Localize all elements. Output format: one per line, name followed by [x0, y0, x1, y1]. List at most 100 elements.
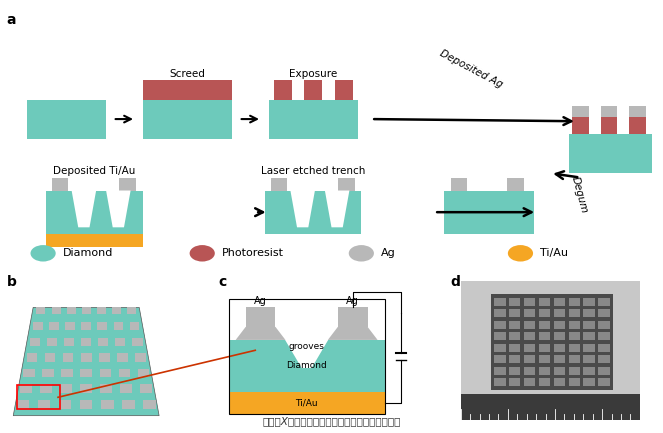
- Bar: [304, 80, 322, 100]
- Bar: [494, 367, 505, 375]
- Bar: [229, 392, 385, 414]
- Text: Screed: Screed: [169, 68, 206, 79]
- Bar: [569, 321, 580, 329]
- Bar: [135, 353, 146, 362]
- Bar: [101, 400, 113, 409]
- Bar: [554, 333, 565, 340]
- Bar: [82, 323, 91, 330]
- Bar: [569, 367, 580, 375]
- Polygon shape: [72, 191, 96, 227]
- Text: Ag: Ag: [254, 296, 267, 306]
- Bar: [97, 323, 107, 330]
- Bar: [33, 323, 42, 330]
- Bar: [143, 80, 232, 100]
- Bar: [509, 344, 520, 352]
- Bar: [491, 294, 613, 390]
- Bar: [554, 378, 565, 386]
- Bar: [82, 307, 91, 314]
- Bar: [629, 106, 646, 117]
- Bar: [52, 178, 68, 191]
- Bar: [569, 378, 580, 386]
- Bar: [38, 400, 50, 409]
- Bar: [64, 338, 74, 346]
- Text: Photoresist: Photoresist: [222, 248, 284, 259]
- Bar: [599, 367, 610, 375]
- Bar: [119, 369, 130, 378]
- Bar: [569, 310, 580, 317]
- Bar: [80, 369, 92, 378]
- Bar: [554, 355, 565, 363]
- Bar: [46, 191, 143, 234]
- Bar: [47, 338, 57, 346]
- Bar: [98, 338, 108, 346]
- Bar: [583, 355, 595, 363]
- Bar: [524, 321, 535, 329]
- Bar: [599, 344, 610, 352]
- Bar: [583, 378, 595, 386]
- Text: Degum: Degum: [570, 175, 589, 214]
- Text: c: c: [219, 275, 227, 289]
- Bar: [17, 385, 60, 409]
- Bar: [583, 367, 595, 375]
- Bar: [569, 344, 580, 352]
- Bar: [337, 307, 368, 327]
- Bar: [49, 323, 59, 330]
- Bar: [60, 384, 72, 393]
- Bar: [524, 344, 535, 352]
- Bar: [338, 178, 355, 191]
- Bar: [569, 333, 580, 340]
- Bar: [117, 353, 128, 362]
- Bar: [524, 298, 535, 306]
- Bar: [494, 344, 505, 352]
- Ellipse shape: [349, 245, 374, 262]
- Bar: [461, 394, 640, 420]
- Bar: [97, 307, 106, 314]
- Bar: [569, 134, 652, 173]
- Bar: [99, 353, 109, 362]
- Bar: [115, 338, 125, 346]
- Text: 金冈石X射线探测器阵列的制作工艺，来源：论文: 金冈石X射线探测器阵列的制作工艺，来源：论文: [263, 417, 400, 427]
- Bar: [119, 178, 136, 191]
- Bar: [138, 369, 149, 378]
- Bar: [572, 106, 589, 117]
- Bar: [572, 117, 589, 134]
- Polygon shape: [328, 327, 377, 340]
- Bar: [269, 100, 358, 139]
- Bar: [494, 298, 505, 306]
- Bar: [23, 369, 34, 378]
- Bar: [583, 333, 595, 340]
- Bar: [81, 353, 91, 362]
- Bar: [539, 321, 550, 329]
- Bar: [599, 355, 610, 363]
- Bar: [335, 80, 353, 100]
- Bar: [62, 369, 73, 378]
- Bar: [17, 400, 29, 409]
- Bar: [599, 298, 610, 306]
- Bar: [100, 384, 112, 393]
- Text: Deposited Ag: Deposited Ag: [438, 48, 504, 90]
- Bar: [63, 353, 74, 362]
- Bar: [599, 321, 610, 329]
- Text: grooves: grooves: [288, 342, 325, 351]
- Ellipse shape: [190, 245, 215, 262]
- Bar: [601, 117, 617, 134]
- Text: Deposited Ti/Au: Deposited Ti/Au: [53, 166, 136, 176]
- Bar: [599, 310, 610, 317]
- Bar: [524, 378, 535, 386]
- Bar: [554, 310, 565, 317]
- Bar: [27, 353, 37, 362]
- Polygon shape: [285, 340, 328, 368]
- Text: Ag: Ag: [381, 248, 396, 259]
- Bar: [113, 323, 123, 330]
- Bar: [112, 307, 121, 314]
- Bar: [554, 321, 565, 329]
- Bar: [271, 178, 287, 191]
- Bar: [583, 310, 595, 317]
- Bar: [80, 384, 92, 393]
- Bar: [629, 117, 646, 134]
- Text: Ti/Au: Ti/Au: [295, 398, 318, 407]
- Bar: [141, 384, 152, 393]
- Bar: [539, 310, 550, 317]
- Bar: [539, 344, 550, 352]
- Bar: [27, 100, 106, 139]
